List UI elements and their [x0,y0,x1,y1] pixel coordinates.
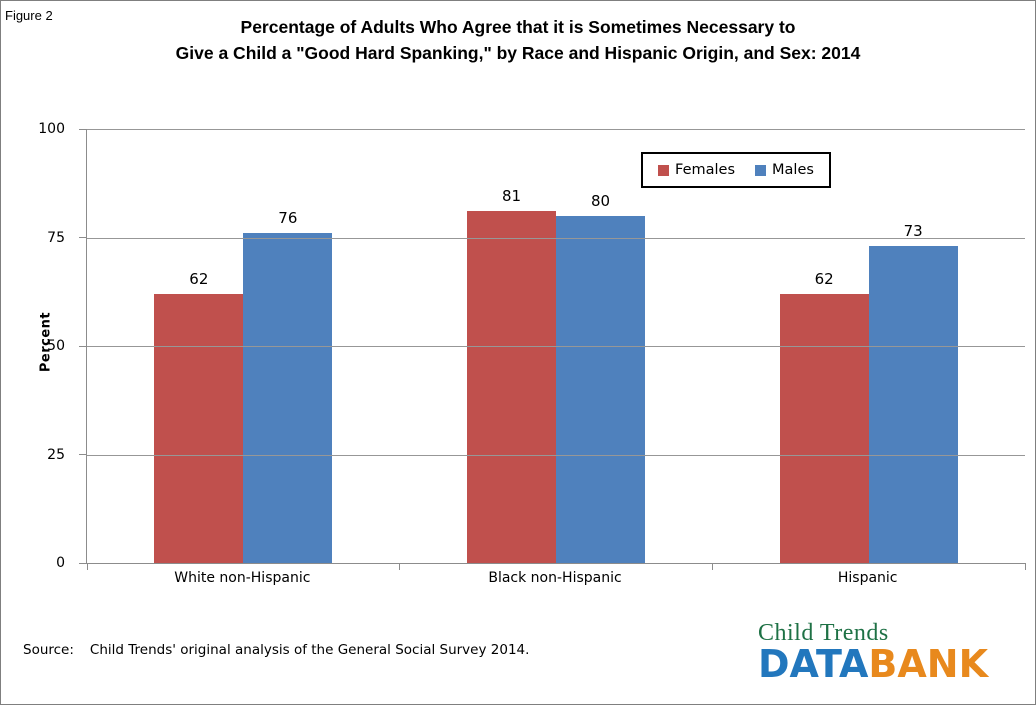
legend-label-females: Females [675,162,736,178]
bar-females-2: 81 [467,187,556,563]
x-axis-tick-3 [1024,563,1026,570]
x-axis-labels: White non-Hispanic Black non-Hispanic Hisp… [86,570,1024,586]
legend-label-males: Males [772,162,814,178]
y-axis-tick-100 [79,128,87,130]
y-tick-label-50: 50 [47,338,65,354]
bar-males-3: 73 [868,222,958,563]
chart-title-line2: Give a Child a "Good Hard Spanking," by … [175,43,861,63]
y-tick-label-100: 100 [38,121,65,137]
chart-title-line1: Percentage of Adults Who Agree that it i… [240,17,796,37]
source-note: Source: Child Trends' original analysis o… [23,642,529,658]
bar-group-3: 62 73 [712,129,1025,563]
legend-swatch-males [755,164,767,176]
y-axis-tick-75 [79,237,87,238]
bar-group-1: 62 76 [87,129,400,563]
logo-databank: DATABANK [758,645,1018,683]
bar-value-label: 62 [814,269,834,288]
bar-value-label: 80 [590,191,611,210]
legend: Females Males [641,152,831,188]
logo-child-trends: Child Trends [758,620,889,646]
x-tick-label-2: Black non-Hispanic [488,570,622,586]
gridline-75 [87,237,1025,239]
y-axis-labels: 0 25 50 75 100 [1,121,79,571]
figure-label: Figure 2 [5,8,53,23]
gridline-50 [87,346,1025,347]
y-axis-tick-25 [79,454,87,455]
y-tick-label-0: 0 [56,555,65,571]
bar-value-label: 81 [501,187,522,206]
bar-females-3: 62 [779,270,869,563]
source-label: Source: [23,642,74,658]
y-tick-label-75: 75 [47,229,65,246]
bar-groups: 62 76 81 80 62 73 [87,129,1025,563]
bar-males-2: 80 [556,192,645,563]
x-axis-tick-0 [86,563,88,570]
legend-item-males: Males [755,162,814,178]
bar-value-label: 73 [903,222,923,241]
y-axis-tick-0 [79,562,87,564]
child-trends-databank-logo: Child Trends DATABANK [758,620,1018,683]
source-text: Child Trends' original analysis of the G… [89,642,530,658]
gridline-25 [87,454,1025,456]
bar-value-label: 76 [278,209,298,228]
bar-males-1: 76 [243,209,333,563]
x-axis-tick-1 [399,563,401,570]
bar-value-label: 62 [189,269,209,288]
logo-data-word: DATA [758,642,869,686]
gridline-100 [87,129,1025,130]
y-tick-label-25: 25 [47,446,65,463]
x-tick-label-3: Hispanic [837,570,898,586]
legend-swatch-females [658,164,670,176]
bar-females-1: 62 [154,270,244,563]
x-tick-label-1: White non-Hispanic [174,570,311,586]
y-axis-tick-50 [79,345,87,347]
legend-item-females: Females [658,162,735,178]
chart-title: Percentage of Adults Who Agree that it i… [1,14,1035,66]
x-axis-tick-2 [711,563,713,570]
bar-group-2: 81 80 [400,129,713,563]
logo-bank-word: BANK [868,642,989,686]
plot-area: 62 76 81 80 62 73 [79,128,1026,570]
